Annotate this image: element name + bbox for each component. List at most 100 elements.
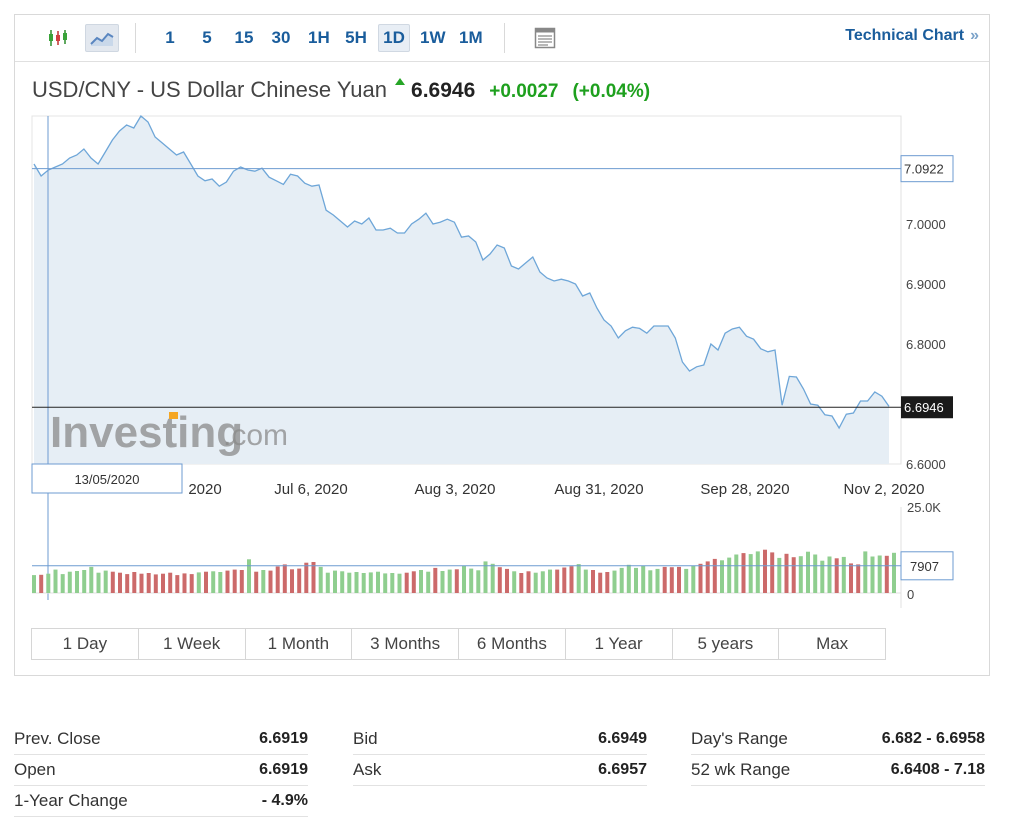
volume-bar — [383, 573, 388, 593]
timeframe-15[interactable]: 15 — [234, 28, 254, 47]
timeframe-1w[interactable]: 1W — [420, 28, 446, 47]
volume-bar — [60, 574, 65, 593]
stat-row: 1-Year Change - 4.9% — [14, 786, 308, 817]
volume-bar — [849, 563, 853, 593]
crosshair-date-label: 13/05/2020 — [74, 472, 139, 487]
stat-value: 6.6919 — [259, 761, 308, 778]
price-change-percent: (+0.04%) — [572, 81, 651, 102]
volume-bar — [569, 566, 574, 593]
volume-bar — [806, 551, 810, 593]
volume-bar — [598, 572, 603, 593]
volume-bar — [211, 571, 216, 593]
volume-bar — [46, 573, 51, 593]
volume-y-label: 0 — [907, 587, 914, 602]
technical-chart-link[interactable]: Technical Chart » — [845, 27, 979, 45]
volume-bar — [684, 568, 689, 593]
price-line — [33, 115, 890, 430]
timeframe-1h[interactable]: 1H — [308, 28, 330, 47]
stat-label: Open — [14, 760, 56, 779]
volume-bar — [519, 573, 524, 593]
chart-widget: 1 5 15 30 1H 5H 1D 1W 1M Technical Chart» USD/CN… — [14, 14, 990, 676]
range-3-months[interactable]: 3 Months — [352, 629, 459, 659]
volume-bar — [146, 573, 151, 593]
volume-bar — [404, 572, 409, 593]
timeframe-1d[interactable]: 1D — [378, 24, 410, 52]
volume-bar — [626, 564, 631, 593]
quote-header: USD/CNY - US Dollar Chinese Yuan 6.6946 … — [32, 77, 650, 105]
range-6-months[interactable]: 6 Months — [459, 629, 566, 659]
volume-bar — [612, 570, 617, 593]
pair-name: USD/CNY - US Dollar Chinese Yuan — [32, 77, 388, 102]
volume-bar — [318, 566, 323, 593]
volume-bar — [311, 562, 316, 593]
volume-bar — [168, 572, 173, 593]
volume-bar — [361, 573, 366, 593]
stat-row: Ask 6.6957 — [353, 755, 647, 786]
x-tick-label: Jul 6, 2020 — [274, 481, 347, 498]
volume-bar — [469, 568, 474, 593]
x-tick-label: Aug 3, 2020 — [415, 481, 496, 498]
timeframe-5[interactable]: 5 — [202, 28, 212, 47]
volume-bar — [476, 570, 481, 593]
stats-column-2: Bid 6.6949 Ask 6.6957 — [353, 724, 647, 786]
double-chevron-right-icon: » — [970, 27, 979, 44]
volume-bar — [576, 564, 581, 593]
y-tick-label: 6.6000 — [906, 457, 946, 472]
volume-bar — [32, 575, 36, 593]
x-tick-label-partial: 2020 — [188, 481, 221, 498]
volume-bar — [254, 571, 259, 593]
volume-bar — [834, 558, 839, 593]
volume-bar — [555, 569, 560, 593]
price-area — [34, 116, 889, 464]
volume-bar — [662, 566, 667, 593]
volume-bar — [583, 569, 588, 593]
timeframe-5h[interactable]: 5H — [345, 28, 367, 47]
range-5-years[interactable]: 5 years — [672, 629, 780, 659]
crosshair-value-box — [900, 155, 954, 183]
crosshair-value-label: 7.0922 — [904, 162, 944, 177]
volume-bar — [454, 569, 459, 593]
volume-bar — [505, 568, 509, 593]
timeframe-1m[interactable]: 1M — [459, 28, 483, 47]
volume-bar — [884, 555, 889, 593]
toolbar-divider — [504, 23, 505, 53]
volume-bar — [526, 571, 531, 593]
x-tick-label: Aug 31, 2020 — [554, 481, 643, 498]
range-1-day[interactable]: 1 Day — [32, 629, 139, 659]
timeframe-30[interactable]: 30 — [271, 28, 291, 47]
volume-bar — [39, 574, 44, 593]
x-tick-label: Sep 28, 2020 — [700, 481, 789, 498]
price-chart[interactable]: Investing.com 7.0000 6.9000 6.8000 6.6000 7.0… — [15, 15, 991, 615]
volume-bar — [132, 572, 137, 593]
volume-bar — [748, 554, 753, 593]
volume-bar — [741, 553, 746, 593]
stat-label: Day's Range — [691, 729, 788, 748]
line-chart-icon[interactable] — [85, 24, 119, 52]
volume-bar — [497, 567, 502, 593]
volume-bar — [125, 574, 130, 593]
range-1-year[interactable]: 1 Year — [565, 629, 673, 659]
volume-bar — [247, 559, 251, 593]
range-max[interactable]: Max — [779, 629, 885, 659]
volume-bar — [376, 571, 380, 593]
volume-bar — [419, 570, 423, 593]
volume-bar — [827, 556, 832, 593]
stat-value: 6.6919 — [259, 730, 308, 747]
volume-bar — [490, 563, 495, 593]
volume-bar — [204, 571, 208, 593]
range-1-week[interactable]: 1 Week — [138, 629, 246, 659]
volume-crosshair-label: 7907 — [910, 559, 939, 574]
volume-bar — [189, 574, 194, 593]
technical-chart-label[interactable]: Technical Chart — [845, 27, 965, 44]
candlestick-chart-icon[interactable] — [42, 24, 74, 52]
last-price-box — [901, 396, 953, 419]
volume-bar — [533, 572, 538, 593]
table-icon[interactable] — [529, 24, 561, 52]
volume-bar — [411, 571, 416, 593]
volume-bar — [892, 552, 896, 593]
range-1-month[interactable]: 1 Month — [245, 629, 353, 659]
volume-bar — [297, 568, 302, 593]
last-price-label: 6.6946 — [904, 400, 944, 415]
stat-label: 1-Year Change — [14, 791, 128, 810]
timeframe-1[interactable]: 1 — [165, 28, 175, 47]
